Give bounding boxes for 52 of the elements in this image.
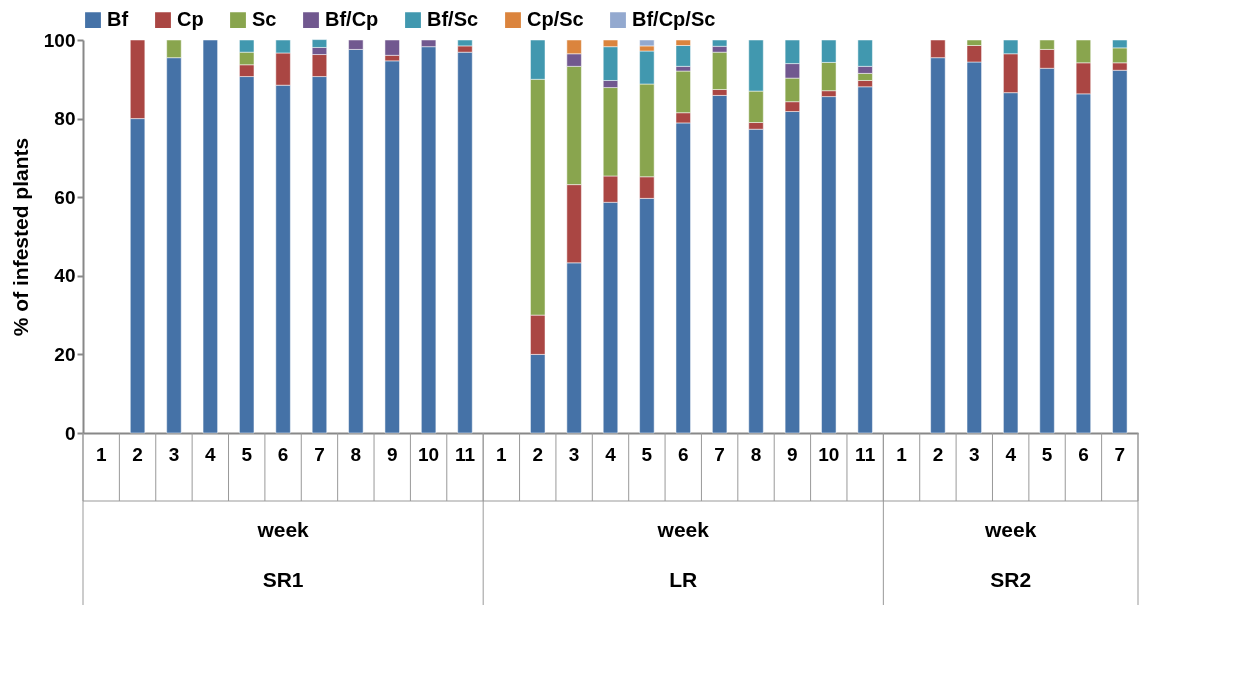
x-tick-label: 2 [932, 443, 944, 465]
x-tick-label: 8 [750, 443, 762, 465]
legend-label: Bf/Cp [325, 8, 379, 31]
y-tick-label: 100 [43, 29, 76, 51]
x-tick-label: 5 [1041, 443, 1053, 465]
x-tick-label: 11 [454, 443, 476, 465]
x-tick-label: 6 [277, 443, 289, 465]
x-tick-label: 9 [386, 443, 398, 465]
x-tick-label: 4 [605, 443, 617, 465]
x-tick-label: 6 [1078, 443, 1089, 465]
x-tick-label: 2 [132, 443, 143, 465]
x-tick-label: 10 [418, 443, 440, 465]
text: week [983, 518, 1037, 541]
y-tick-label: 40 [54, 265, 76, 287]
legend-label: Sc [252, 8, 277, 31]
y-axis-title: % of infested plants [8, 137, 32, 337]
text: week [256, 518, 310, 541]
bar [384, 60, 400, 434]
x-tick-label: 5 [241, 443, 253, 465]
x-tick-label: 5 [641, 443, 653, 465]
x-tick-label: 1 [95, 443, 107, 465]
x-tick-label: 6 [677, 443, 689, 465]
legend-label: Bf [107, 8, 129, 31]
x-tick-label: 7 [1114, 443, 1126, 465]
bar [457, 51, 473, 434]
x-tick-label: 7 [314, 443, 325, 465]
y-tick-label: 0 [64, 422, 76, 444]
legend-label: Cp/Sc [527, 8, 584, 31]
bar [202, 39, 218, 434]
text: week [656, 518, 710, 541]
x-tick-label: 2 [532, 443, 544, 465]
legend-label: Bf/Cp/Sc [632, 8, 716, 31]
x-tick-label: 4 [205, 443, 217, 465]
legend-label: Cp [177, 8, 204, 31]
text: SR2 [990, 568, 1032, 591]
x-tick-label: 1 [896, 443, 908, 465]
text: LR [669, 568, 698, 591]
text: SR1 [262, 568, 304, 591]
x-tick-label: 10 [818, 443, 840, 465]
x-tick-label: 1 [496, 443, 508, 465]
x-tick-label: 4 [1005, 443, 1017, 465]
x-tick-label: 9 [787, 443, 798, 465]
y-tick-label: 80 [54, 108, 76, 130]
x-tick-label: 3 [568, 443, 580, 465]
x-tick-label: 11 [855, 443, 876, 465]
y-tick-label: 20 [54, 343, 76, 365]
x-tick-label: 3 [969, 443, 980, 465]
x-tick-label: 3 [168, 443, 180, 465]
legend-label: Bf/Sc [427, 8, 479, 31]
x-tick-label: 7 [714, 443, 725, 465]
x-tick-label: 8 [350, 443, 362, 465]
y-tick-label: 60 [54, 186, 76, 208]
